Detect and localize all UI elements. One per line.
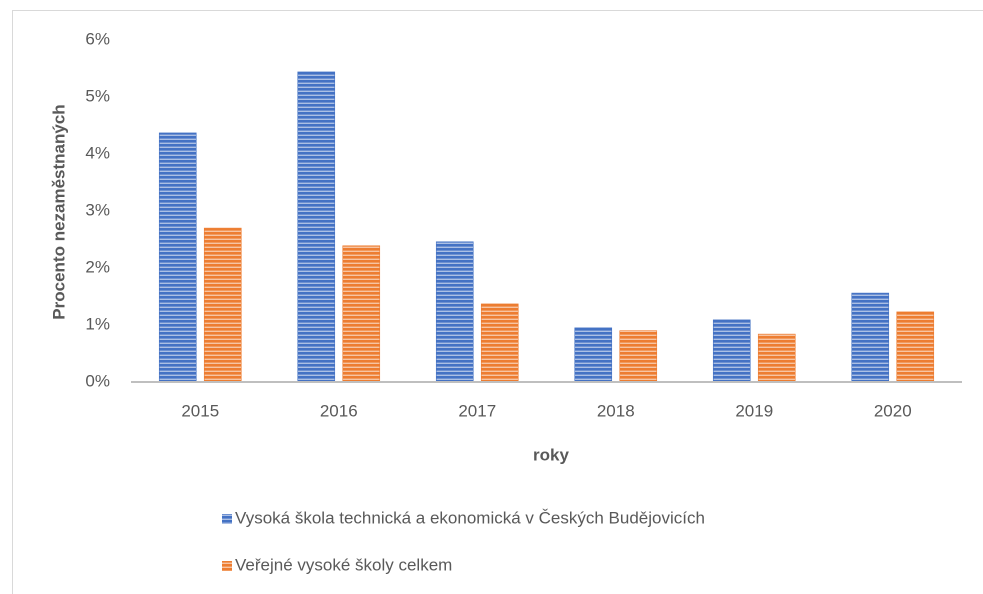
y-tick-label: 4% — [85, 143, 110, 162]
y-axis-title: Procento nezaměstnaných — [49, 104, 68, 319]
bar — [896, 311, 935, 383]
y-tick-label: 5% — [85, 86, 110, 105]
bar — [480, 303, 519, 383]
bar — [203, 227, 242, 383]
y-tick-label: 1% — [85, 314, 110, 333]
legend-label: Veřejné vysoké školy celkem — [235, 555, 452, 574]
x-tick-label: 2020 — [874, 401, 912, 420]
bar — [435, 241, 474, 383]
bar — [158, 132, 197, 383]
x-tick-label: 2017 — [458, 401, 496, 420]
y-tick-label: 0% — [85, 371, 110, 390]
bar — [297, 71, 336, 383]
x-tick-label: 2018 — [597, 401, 635, 420]
x-tick-label: 2016 — [320, 401, 358, 420]
y-tick-label: 2% — [85, 257, 110, 276]
legend-swatch — [222, 561, 232, 571]
bar — [619, 330, 658, 383]
bar — [851, 292, 890, 383]
x-axis-title: roky — [533, 445, 569, 464]
x-tick-label: 2015 — [181, 401, 219, 420]
legend-label: Vysoká škola technická a ekonomická v Če… — [235, 508, 705, 527]
x-tick-label: 2019 — [735, 401, 773, 420]
bar — [342, 245, 381, 383]
y-tick-label: 6% — [85, 29, 110, 48]
bar — [574, 327, 613, 383]
chart-border — [12, 10, 983, 594]
legend-swatch — [222, 514, 232, 524]
y-tick-label: 3% — [85, 200, 110, 219]
bar — [712, 319, 751, 383]
bar — [757, 333, 796, 383]
